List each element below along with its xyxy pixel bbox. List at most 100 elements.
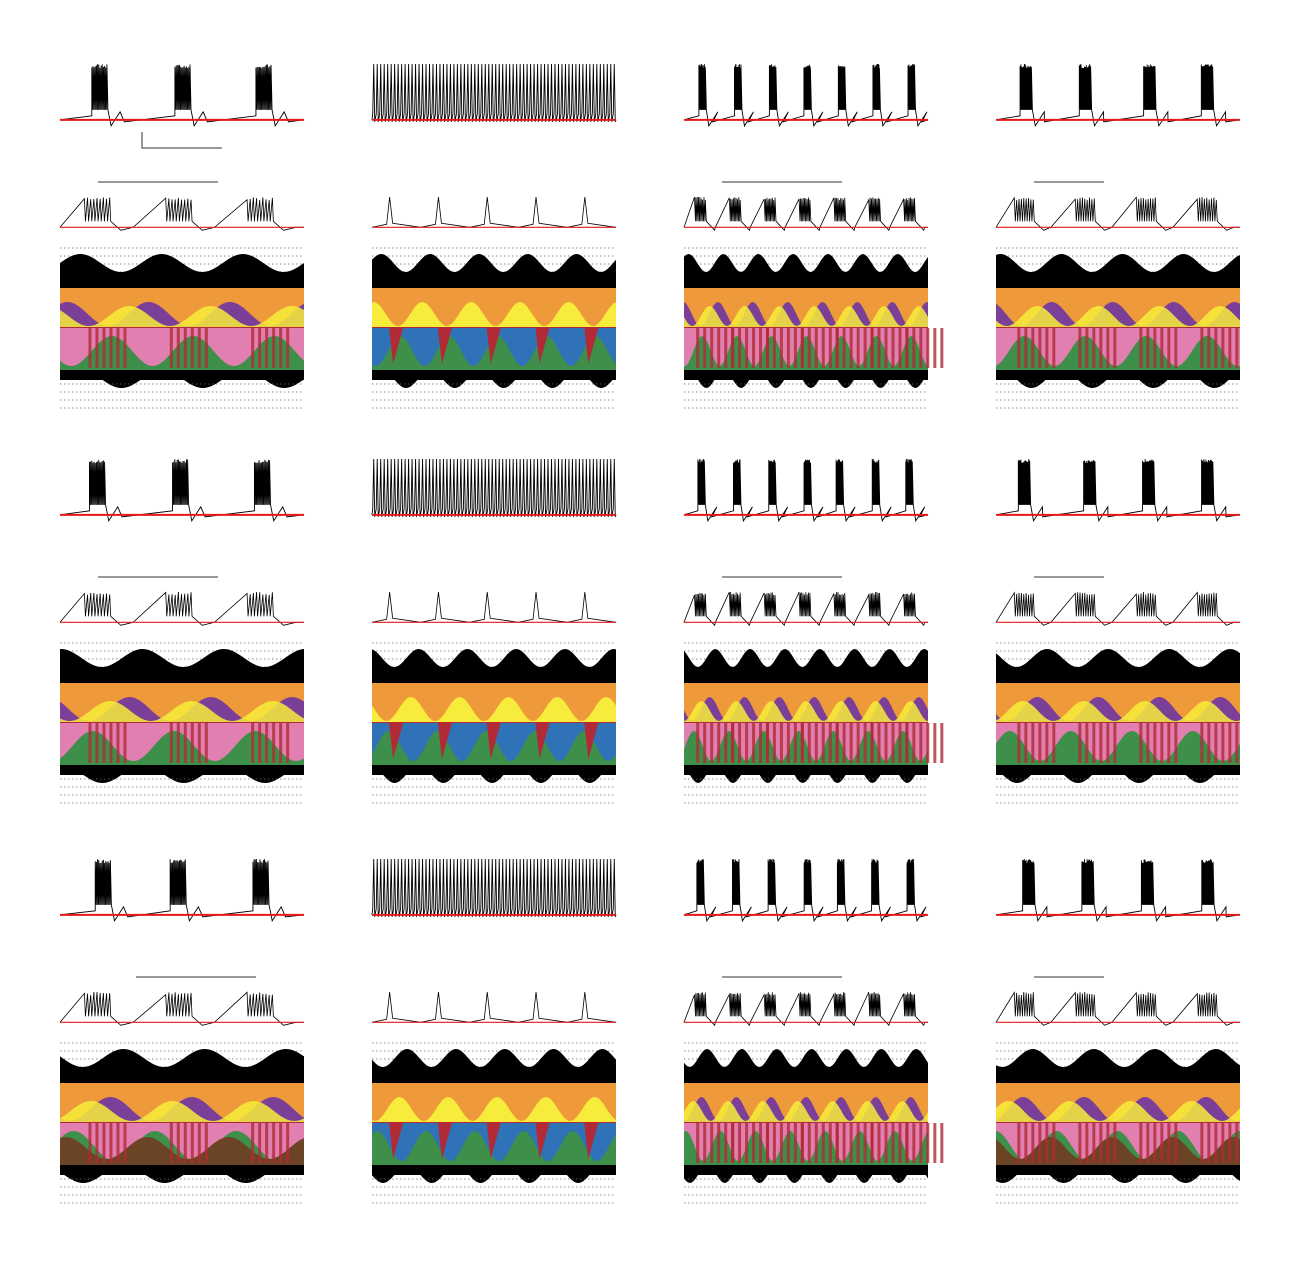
current-band-green	[372, 731, 616, 765]
voltage-trace	[995, 64, 1241, 128]
panel-r1-c0	[59, 459, 305, 804]
current-spike-red	[279, 1123, 283, 1163]
current-spike-red	[1078, 723, 1082, 763]
inward-current-total	[996, 1049, 1240, 1083]
current-band-yellow	[996, 306, 1240, 328]
voltage-trace-small	[59, 591, 304, 626]
current-spike-red	[116, 723, 120, 763]
current-spike-red	[717, 723, 721, 763]
current-spike-red	[258, 723, 262, 763]
current-spike-red	[884, 723, 888, 763]
inward-current-total	[996, 254, 1240, 288]
voltage-trace-small	[683, 991, 928, 1027]
voltage-trace	[371, 858, 617, 917]
current-spike-red	[1221, 328, 1225, 368]
scale-bar-L	[141, 132, 222, 149]
current-spike-red	[272, 1123, 276, 1163]
voltage-trace	[995, 859, 1241, 923]
current-spike-red	[891, 328, 895, 368]
inward-current-total	[60, 649, 304, 683]
current-spike-red	[919, 1123, 923, 1163]
current-spike-red	[731, 328, 735, 368]
current-spike-red	[800, 723, 804, 763]
current-spike-red	[710, 328, 714, 368]
current-spike-red	[197, 723, 201, 763]
voltage-trace	[59, 64, 305, 128]
current-band-brown	[996, 1137, 1240, 1165]
current-spike-red	[933, 328, 937, 368]
current-spike-red	[169, 723, 173, 763]
current-spike-red	[745, 328, 749, 368]
current-spike-red	[745, 1123, 749, 1163]
voltage-trace-small	[59, 991, 304, 1026]
current-spike-red	[933, 723, 937, 763]
current-spike-red	[912, 1123, 916, 1163]
current-spike-red	[752, 723, 756, 763]
current-spike-red	[1106, 328, 1110, 368]
current-spike-red	[765, 328, 769, 368]
current-spike-red	[176, 1123, 180, 1163]
current-spike-red	[279, 328, 283, 368]
current-spike-red	[1038, 723, 1042, 763]
current-spike-red	[724, 328, 728, 368]
current-spike-red	[389, 723, 404, 759]
panel-r1-c1	[371, 458, 617, 804]
current-spike-red	[849, 328, 853, 368]
current-spike-red	[258, 1123, 262, 1163]
current-band-yellow	[60, 1101, 304, 1123]
current-band-purple	[372, 1097, 616, 1123]
current-spike-red	[95, 723, 99, 763]
voltage-trace	[683, 459, 929, 523]
current-spike-red	[1214, 1123, 1218, 1163]
current-spike-red	[898, 328, 902, 368]
voltage-trace-small	[59, 197, 304, 231]
current-band-purple	[996, 697, 1240, 723]
current-band-brown	[60, 1137, 304, 1165]
voltage-trace	[995, 459, 1241, 523]
current-spike-red	[1160, 723, 1164, 763]
current-spike-red	[856, 1123, 860, 1163]
current-spike-red	[1167, 1123, 1171, 1163]
outward-current-core	[996, 765, 1240, 775]
current-spike-red	[1221, 723, 1225, 763]
current-spike-red	[905, 723, 909, 763]
current-spike-red	[1160, 1123, 1164, 1163]
current-spike-red	[95, 328, 99, 368]
current-spike-red	[123, 1123, 127, 1163]
current-spike-red	[190, 328, 194, 368]
current-spike-red	[703, 1123, 707, 1163]
current-band-green	[684, 1131, 928, 1165]
outward-current-core	[684, 1165, 928, 1175]
current-spike-red	[251, 1123, 255, 1163]
current-spike-red	[696, 723, 700, 763]
current-spike-red	[842, 328, 846, 368]
current-spike-red	[88, 723, 92, 763]
current-spike-red	[884, 328, 888, 368]
current-band-green	[372, 1131, 616, 1165]
current-spike-red	[1146, 1123, 1150, 1163]
current-spike-red	[731, 1123, 735, 1163]
current-spike-red	[1024, 328, 1028, 368]
current-spike-red	[835, 723, 839, 763]
current-spike-red	[1139, 723, 1143, 763]
current-spike-red	[1139, 1123, 1143, 1163]
current-spike-red	[1221, 1123, 1225, 1163]
current-spike-red	[258, 328, 262, 368]
current-spike-red	[905, 328, 909, 368]
current-spike-red	[169, 1123, 173, 1163]
current-spike-red	[884, 1123, 888, 1163]
current-spike-red	[1099, 328, 1103, 368]
current-spike-red	[821, 1123, 825, 1163]
inward-current-total	[372, 649, 616, 683]
outward-current-core	[372, 1165, 616, 1175]
current-spike-red	[933, 1123, 937, 1163]
current-spike-red	[265, 1123, 269, 1163]
current-spike-red	[1153, 723, 1157, 763]
current-spike-red	[1045, 328, 1049, 368]
current-spike-red	[389, 1123, 404, 1159]
current-band-green	[684, 731, 928, 765]
current-spike-red	[765, 723, 769, 763]
current-spike-red	[759, 328, 763, 368]
current-spike-red	[877, 723, 881, 763]
